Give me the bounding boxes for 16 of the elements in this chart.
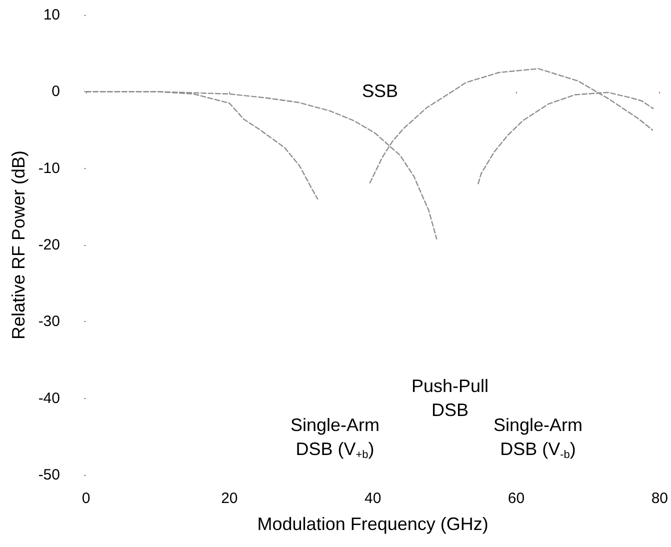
y-tick-label: -40	[38, 390, 60, 407]
y-tick-label: -30	[38, 313, 60, 330]
y-axis-title: Relative RF Power (dB)	[8, 150, 28, 340]
y-tick-label: -20	[38, 236, 60, 254]
y-tick-label: -50	[38, 466, 60, 484]
y-tick-label: 0	[52, 83, 60, 100]
annotation: SSB	[362, 81, 398, 101]
x-tick-label: 80	[651, 490, 668, 507]
y-tick-label: 10	[43, 6, 60, 24]
x-tick-label: 60	[508, 490, 525, 507]
annotation: Push-Pull DSB	[411, 376, 489, 420]
y-tick-label: -10	[38, 160, 60, 177]
x-axis-title: Modulation Frequency (GHz)	[257, 514, 488, 534]
x-tick-label: 40	[364, 490, 382, 507]
x-tick-label: 20	[221, 490, 238, 507]
x-tick-label: 0	[82, 490, 90, 507]
